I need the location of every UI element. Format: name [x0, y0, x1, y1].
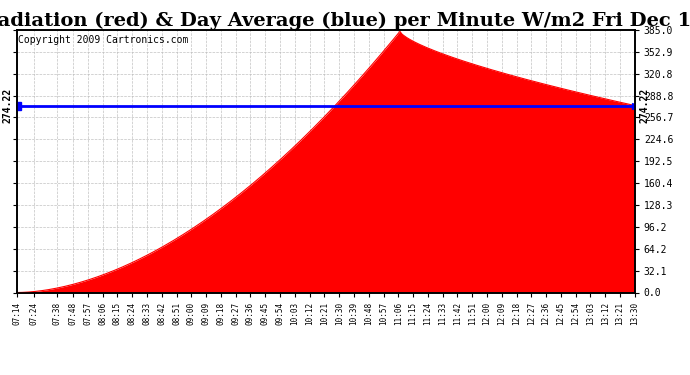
Text: 274.22: 274.22: [640, 88, 650, 123]
Text: Solar Radiation (red) & Day Average (blue) per Minute W/m2 Fri Dec 11 13:30: Solar Radiation (red) & Day Average (blu…: [0, 11, 690, 30]
Text: 274.22: 274.22: [2, 88, 12, 123]
Text: Copyright 2009 Cartronics.com: Copyright 2009 Cartronics.com: [19, 35, 189, 45]
